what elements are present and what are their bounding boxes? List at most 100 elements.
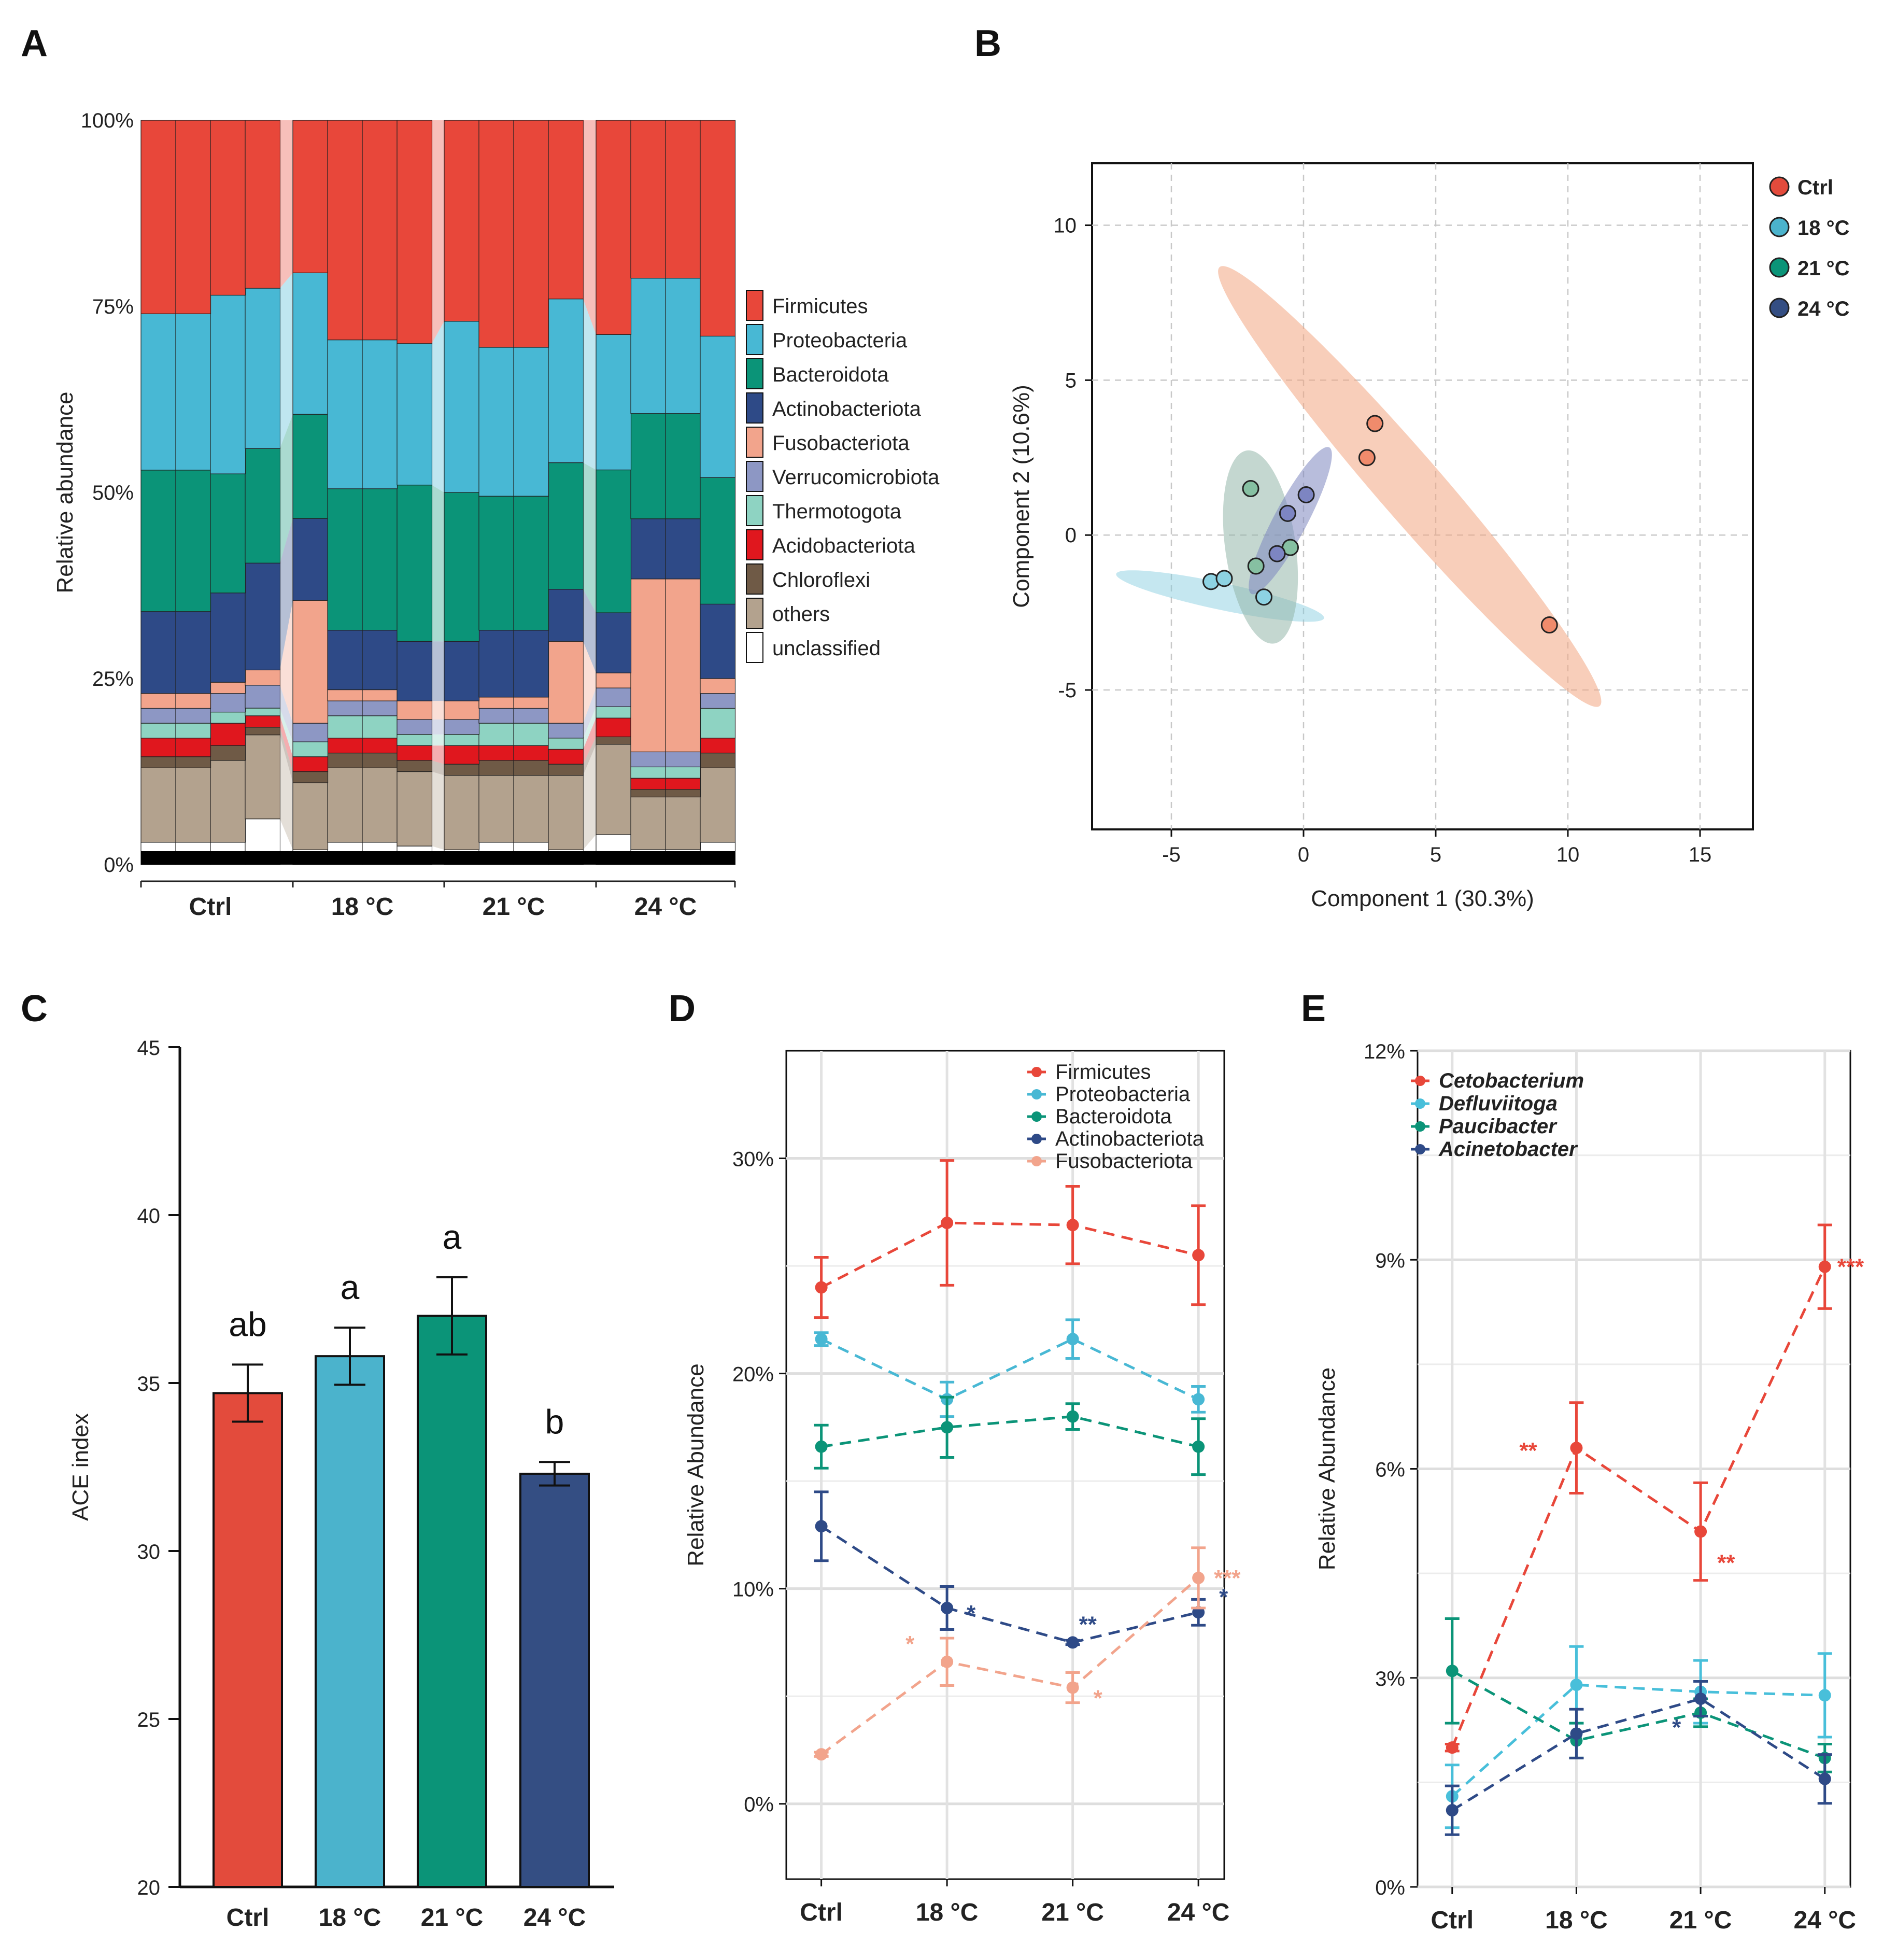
bar-segment-firmicutes: [478, 120, 515, 348]
bar-segment-others: [596, 744, 632, 835]
legend-swatch-thermotogota: [746, 495, 763, 526]
legend-label-verrucomicrobiota: Verrucomicrobiota: [772, 466, 940, 489]
bar-segment-verrucomicrobiota: [478, 708, 515, 724]
bar-segment-fusobacteriota: [175, 693, 211, 709]
bar-segment-chloroflexi: [140, 756, 177, 768]
bar-segment-others: [245, 735, 281, 820]
significance-mark-actinobacteriota: *: [967, 1601, 976, 1626]
bar-segment-acidobacteriota: [397, 745, 433, 761]
bar-segment-firmicutes: [700, 120, 736, 337]
x-category-label-24-c: 24 °C: [1167, 1899, 1230, 1926]
bar-segment-proteobacteria: [700, 335, 736, 478]
panel-b-pca-scatter: -5 0 5 10 15 -5 0 5 10 Component 1 (30.3%) Compone…: [1009, 162, 1850, 911]
bar-segment-bacteroidota: [513, 496, 549, 631]
bar-segment-fusobacteriota: [362, 689, 398, 701]
legend-label-21-c: 21 °C: [1797, 257, 1850, 280]
bar-segment-others: [630, 796, 667, 850]
data-point-defluviitoga: [1570, 1679, 1583, 1691]
data-point-firmicutes: [1066, 1219, 1079, 1232]
bar-segment-verrucomicrobiota: [245, 685, 281, 709]
bar-segment-acidobacteriota: [327, 738, 363, 754]
y-tick-label: 10%: [732, 1578, 774, 1601]
bar-segment-acidobacteriota: [548, 749, 584, 765]
bar-segment-actinobacteriota: [700, 603, 736, 679]
bar-segment-actinobacteriota: [596, 612, 632, 673]
y-tick-label: -5: [1058, 679, 1077, 702]
bar-segment-fusobacteriota: [245, 669, 281, 686]
bar-segment-proteobacteria: [665, 278, 701, 414]
bar-segment-actinobacteriota: [513, 630, 549, 698]
bar-segment-acidobacteriota: [596, 717, 632, 738]
bar-segment-fusobacteriota: [700, 678, 736, 694]
x-category-label-18-c: 18 °C: [1545, 1907, 1608, 1934]
significance-mark-actinobacteriota: **: [1079, 1612, 1097, 1637]
bar-segment-chloroflexi: [397, 760, 433, 772]
x-axis-title: Component 1 (30.3%): [1311, 886, 1534, 911]
flow-band-thermotogota: [583, 707, 596, 750]
significance-mark-fusobacteriota: *: [905, 1631, 915, 1657]
data-point-proteobacteria: [1066, 1333, 1079, 1346]
bar-segment-chloroflexi: [175, 756, 211, 768]
bar-segment-proteobacteria: [140, 313, 177, 471]
bar-segment-actinobacteriota: [665, 518, 701, 580]
x-group-label-18-c: 18 °C: [331, 893, 394, 921]
flow-band-firmicutes: [432, 120, 444, 344]
legend-label-24-c: 24 °C: [1797, 298, 1850, 320]
scatter-point-ctrl: [1358, 449, 1376, 467]
bar-segment-fusobacteriota: [665, 579, 701, 753]
y-tick-label: 30: [137, 1541, 161, 1563]
bar-segment-actinobacteriota: [210, 593, 246, 683]
legend-marker-firmicutes: [1031, 1067, 1042, 1077]
bar-24-c: [519, 1472, 590, 1888]
data-point-fusobacteriota: [1066, 1681, 1079, 1694]
bar-segment-fusobacteriota: [596, 672, 632, 688]
scatter-point-18-c: [1255, 588, 1272, 606]
flow-band-chloroflexi: [432, 760, 444, 775]
legend-label-ctrl: Ctrl: [1797, 176, 1833, 199]
x-category-label-18-c: 18 °C: [916, 1899, 979, 1926]
legend-label-paucibacter: Paucibacter: [1439, 1115, 1558, 1138]
y-tick-label: 40: [137, 1205, 161, 1228]
bar-segment-others: [397, 771, 433, 847]
bar-segment-others: [444, 775, 480, 850]
legend-marker-proteobacteria: [1031, 1089, 1042, 1099]
bar-segment-others: [513, 775, 549, 843]
scatter-point-ctrl: [1540, 616, 1558, 634]
bar-segment-verrucomicrobiota: [175, 708, 211, 724]
bar-segment-thermotogota: [327, 715, 363, 739]
data-point-cetobacterium: [1818, 1260, 1831, 1273]
data-point-firmicutes: [1192, 1249, 1205, 1262]
bar-segment-acidobacteriota: [478, 745, 515, 761]
bar-segment-thermotogota: [665, 766, 701, 779]
legend-marker-ctrl: [1769, 176, 1790, 197]
y-tick-label: 30%: [732, 1148, 774, 1171]
bar-segment-verrucomicrobiota: [362, 700, 398, 716]
legend-marker-actinobacteriota: [1031, 1134, 1042, 1144]
bar-segment-others: [140, 767, 177, 843]
bar-segment-fusobacteriota: [397, 700, 433, 720]
series-line-proteobacteria: [820, 1337, 1199, 1401]
flow-band-acidobacteriota: [432, 745, 444, 765]
bar-segment-thermotogota: [630, 766, 667, 779]
y-tick-label: 9%: [1375, 1249, 1405, 1272]
y-tick-label: 3%: [1375, 1668, 1405, 1690]
bar-segment-firmicutes: [292, 120, 329, 273]
flow-band-proteobacteria: [583, 299, 596, 470]
legend-swatch-verrucomicrobiota: [746, 461, 763, 492]
legend-swatch-actinobacteriota: [746, 392, 763, 424]
y-tick-label: 6%: [1375, 1459, 1405, 1482]
data-point-acinetobacter: [1818, 1772, 1831, 1785]
x-group-label-ctrl: Ctrl: [189, 893, 232, 921]
y-tick-label: 100%: [81, 109, 134, 132]
legend-label-defluviitoga: Defluviitoga: [1439, 1092, 1558, 1115]
bar-segment-thermotogota: [548, 738, 584, 750]
flow-band-chloroflexi: [280, 727, 293, 783]
bar-segment-firmicutes: [548, 120, 584, 300]
y-tick-label: 12%: [1364, 1040, 1405, 1063]
legend-swatch-proteobacteria: [746, 324, 763, 355]
data-point-actinobacteriota: [815, 1520, 828, 1533]
bar-segment-firmicutes: [140, 120, 177, 314]
bar-segment-others: [478, 775, 515, 843]
y-axis-title: Relative abundance: [52, 392, 78, 594]
bar-segment-verrucomicrobiota: [210, 693, 246, 713]
